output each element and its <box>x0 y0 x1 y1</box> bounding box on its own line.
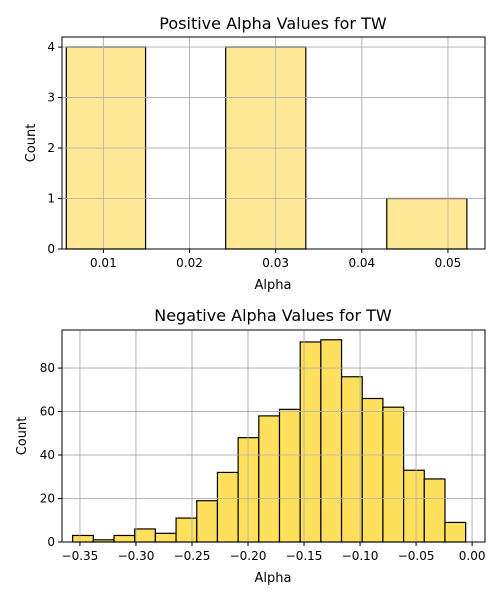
negative-alpha-histogram: Negative Alpha Values for TW −0.35 −0.30−… <box>15 306 486 586</box>
histogram-bar <box>403 469 425 543</box>
histogram-bar <box>361 397 384 543</box>
histogram-bar <box>340 376 363 543</box>
histogram-bar <box>237 437 260 543</box>
x-tick-label: 0.03 <box>262 256 289 270</box>
histogram-bar <box>134 528 156 543</box>
x-tick-label: 0.01 <box>90 256 117 270</box>
y-tick-label: 40 <box>40 448 55 462</box>
x-tick-label: 0.04 <box>348 256 375 270</box>
positive-alpha-histogram: Positive Alpha Values for TW 0.01 0.02 0.0… <box>24 14 486 293</box>
histogram-bar <box>175 517 198 543</box>
histogram-bar <box>258 415 281 543</box>
x-tick-label: −0.30 <box>118 549 155 563</box>
plot-frame-negative <box>61 329 486 543</box>
x-ticks-positive: 0.01 0.02 0.03 0.04 0.05 <box>90 249 461 270</box>
histogram-bar <box>423 478 446 543</box>
histogram-bar <box>113 534 136 543</box>
chart-title-negative: Negative Alpha Values for TW <box>154 306 392 325</box>
x-tick-label: −0.15 <box>286 549 323 563</box>
y-ticks-positive: 0 1 2 3 4 <box>47 40 62 256</box>
histogram-bar <box>382 406 405 543</box>
histogram-bar <box>444 521 467 543</box>
histogram-bar <box>196 500 219 543</box>
histogram-bar <box>386 197 468 250</box>
histogram-bar <box>154 532 177 543</box>
x-tick-label: −0.35 <box>62 549 99 563</box>
y-axis-label-negative: Count <box>15 417 30 456</box>
x-tick-label: −0.25 <box>174 549 211 563</box>
y-tick-label: 3 <box>47 91 55 105</box>
x-axis-label-positive: Alpha <box>255 278 292 293</box>
chart-title-positive: Positive Alpha Values for TW <box>159 14 387 33</box>
y-axis-label-positive: Count <box>24 124 39 163</box>
y-ticks-negative: 0 20 40 60 80 <box>40 361 62 549</box>
histogram-bar <box>320 339 343 543</box>
y-tick-label: 80 <box>40 361 55 375</box>
y-tick-label: 1 <box>47 192 55 206</box>
y-tick-label: 4 <box>47 40 55 54</box>
histogram-bar <box>216 471 239 543</box>
x-ticks-negative: −0.35 −0.30 −0.25 −0.20 −0.15 −0.10 −0.05 0.00 <box>62 542 486 563</box>
x-axis-label-negative: Alpha <box>255 571 292 586</box>
y-tick-label: 0 <box>47 242 55 256</box>
x-tick-label: 0.00 <box>459 549 486 563</box>
x-tick-label: −0.20 <box>230 549 267 563</box>
histogram-bar <box>278 408 301 543</box>
grid-overlay-1 <box>62 330 485 543</box>
x-tick-label: −0.10 <box>342 549 379 563</box>
histogram-bar <box>299 341 322 543</box>
x-tick-label: 0.05 <box>435 256 462 270</box>
y-tick-label: 0 <box>47 535 55 549</box>
histogram-bar <box>72 534 94 543</box>
plot-frame-positive <box>61 36 486 250</box>
x-tick-label: −0.05 <box>398 549 435 563</box>
y-tick-label: 2 <box>47 141 55 155</box>
x-tick-label: 0.02 <box>176 256 203 270</box>
y-tick-label: 60 <box>40 405 55 419</box>
y-tick-label: 20 <box>40 492 55 506</box>
bars-negative <box>72 339 467 543</box>
